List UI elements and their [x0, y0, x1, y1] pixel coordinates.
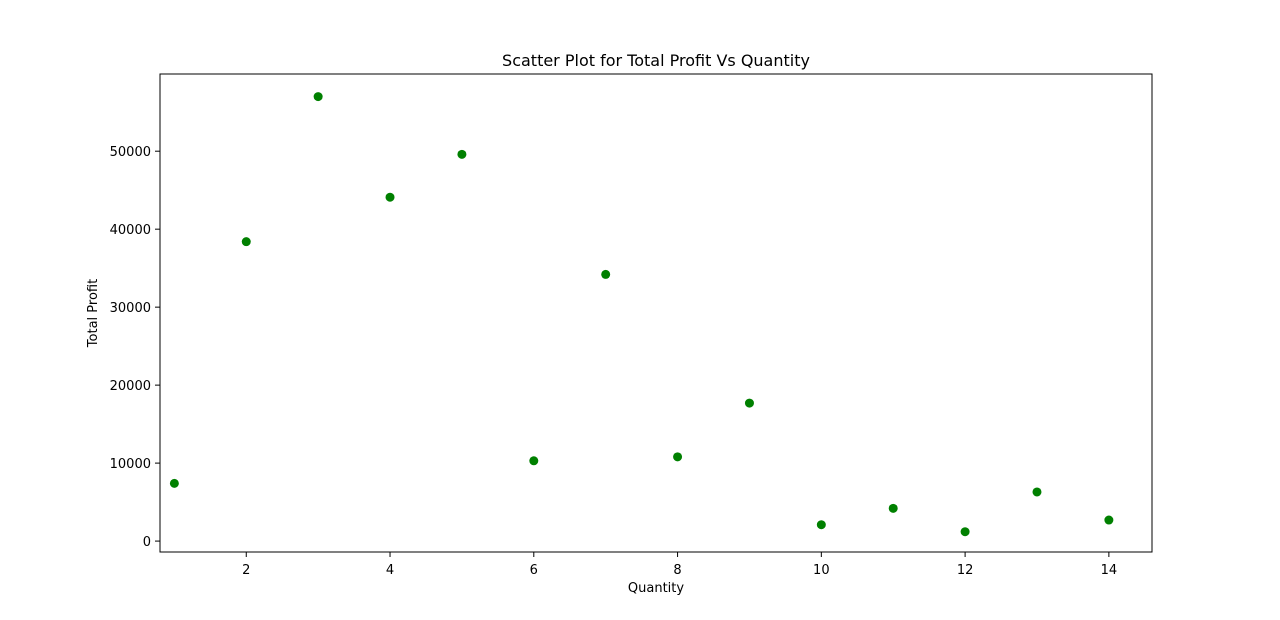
scatter-point [241, 237, 251, 247]
x-tick-label: 2 [242, 563, 250, 578]
y-tick-label: 50000 [110, 145, 151, 160]
x-axis: 2 4 6 8 10 12 14 [242, 552, 1117, 578]
x-tick-label: 8 [673, 563, 681, 578]
scatter-point [385, 192, 395, 202]
chart-title: Scatter Plot for Total Profit Vs Quantit… [502, 51, 810, 70]
data-points [169, 92, 1114, 537]
scatter-point [1104, 515, 1114, 525]
y-axis-label: Total Profit [86, 279, 101, 348]
y-axis: 0 10000 20000 30000 40000 50000 [110, 145, 160, 550]
scatter-point [816, 520, 826, 530]
scatter-point [457, 149, 467, 159]
scatter-point [601, 269, 611, 279]
y-tick-label: 40000 [110, 223, 151, 238]
scatter-point [888, 503, 898, 513]
scatter-point [169, 478, 179, 488]
x-tick-label: 4 [386, 563, 394, 578]
plot-frame [159, 73, 1153, 553]
x-tick-label: 6 [530, 563, 538, 578]
scatter-point [313, 92, 323, 102]
scatter-point [1032, 487, 1042, 497]
x-tick-label: 12 [957, 563, 974, 578]
scatter-point [673, 452, 683, 462]
y-tick-label: 0 [143, 535, 151, 550]
scatter-point [960, 527, 970, 537]
x-axis-label: Quantity [628, 581, 684, 596]
scatter-point [529, 456, 539, 466]
y-tick-label: 10000 [110, 457, 151, 472]
y-tick-label: 30000 [110, 301, 151, 316]
x-tick-label: 10 [813, 563, 830, 578]
y-tick-label: 20000 [110, 379, 151, 394]
scatter-point [744, 398, 754, 408]
x-tick-label: 14 [1101, 563, 1118, 578]
